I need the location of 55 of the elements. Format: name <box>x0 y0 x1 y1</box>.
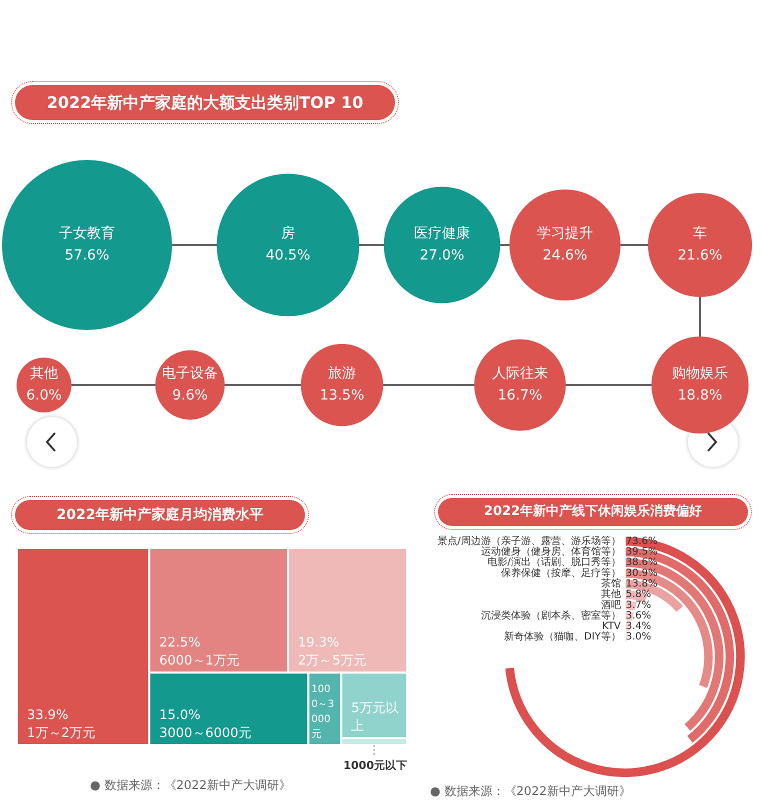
data-label: 73.6% <box>626 536 658 547</box>
data-label: 13.5% <box>320 388 364 404</box>
text: 2022年新中产线下休闲娱乐消费偏好 <box>438 498 748 526</box>
category-label: 其他 <box>600 588 621 600</box>
text: ● 数据来源：《2022新中产大调研》 <box>430 783 631 800</box>
data-label: 30.9% <box>626 568 658 579</box>
category-label: KTV <box>602 621 621 632</box>
data-label: 3.0% <box>626 632 652 643</box>
data-label: 15.0% <box>159 708 201 723</box>
text: ● 数据来源：《2022新中产大调研》 <box>90 777 291 794</box>
data-label: 33.9% <box>27 708 68 723</box>
category-label: 房 <box>281 226 295 242</box>
category-label: 6000～1万元 <box>159 654 240 669</box>
data-label: 40.5% <box>266 248 310 264</box>
category-label: 酒吧 <box>600 598 621 611</box>
data-label: 3.4% <box>626 621 652 632</box>
data-label: 16.7% <box>498 388 542 404</box>
data-label: 22.5% <box>159 636 201 651</box>
data-label: 57.6% <box>64 248 110 264</box>
category-label: 人际往来 <box>492 366 548 382</box>
data-label: 13.8% <box>626 578 658 590</box>
data-label: 24.6% <box>542 248 588 264</box>
category-label: 电影/演出（话剧、脱口秀等） <box>487 556 621 568</box>
data-label: 39.5% <box>626 546 658 558</box>
data-label: 6.0% <box>26 388 62 404</box>
text: 2022年新中产家庭的大额支出类别TOP 10 <box>15 85 395 120</box>
category-label: 2万～5万元 <box>298 654 367 669</box>
category-label: 景点/周边游（亲子游、露营、游乐场等） <box>437 534 621 547</box>
category-label: 子女教育 <box>59 224 115 242</box>
category-label: 新奇体验（猫咖、DIY等） <box>504 630 621 643</box>
category-label: 沉浸类体验（剧本杀、密室等） <box>480 609 621 622</box>
category-label: 保养保健（按摩、足疗等） <box>500 566 621 579</box>
category-label: 车 <box>693 226 707 242</box>
category-label: 1万～2万元 <box>27 726 96 741</box>
category-label: 购物娱乐 <box>672 366 728 382</box>
data-label: 21.6% <box>678 248 722 264</box>
category-label: 其他 <box>30 366 58 382</box>
data-label: 5.8% <box>626 589 652 600</box>
category-label: 5万元以上 <box>351 701 399 734</box>
category-label: 1000～3000元 <box>311 684 334 740</box>
data-label: 3.7% <box>626 600 652 611</box>
category-label: 旅游 <box>328 366 356 382</box>
category-label: 电子设备 <box>162 366 218 382</box>
data-label: 19.3% <box>298 636 340 651</box>
data-label: 9.6% <box>172 388 208 404</box>
category-label: 茶馆 <box>600 578 621 590</box>
category-label: 医疗健康 <box>414 226 470 242</box>
category-label: 学习提升 <box>537 226 593 242</box>
data-label: 3.6% <box>626 610 652 622</box>
data-label: 27.0% <box>420 248 464 264</box>
data-label: 18.8% <box>678 388 722 404</box>
data-label: 38.6% <box>626 557 658 568</box>
category-label: 运动健身（健身房、体育馆等） <box>480 546 621 558</box>
text: 2022年新中产家庭月均消费水平 <box>15 500 305 530</box>
category-label: 3000～6000元 <box>159 726 252 741</box>
